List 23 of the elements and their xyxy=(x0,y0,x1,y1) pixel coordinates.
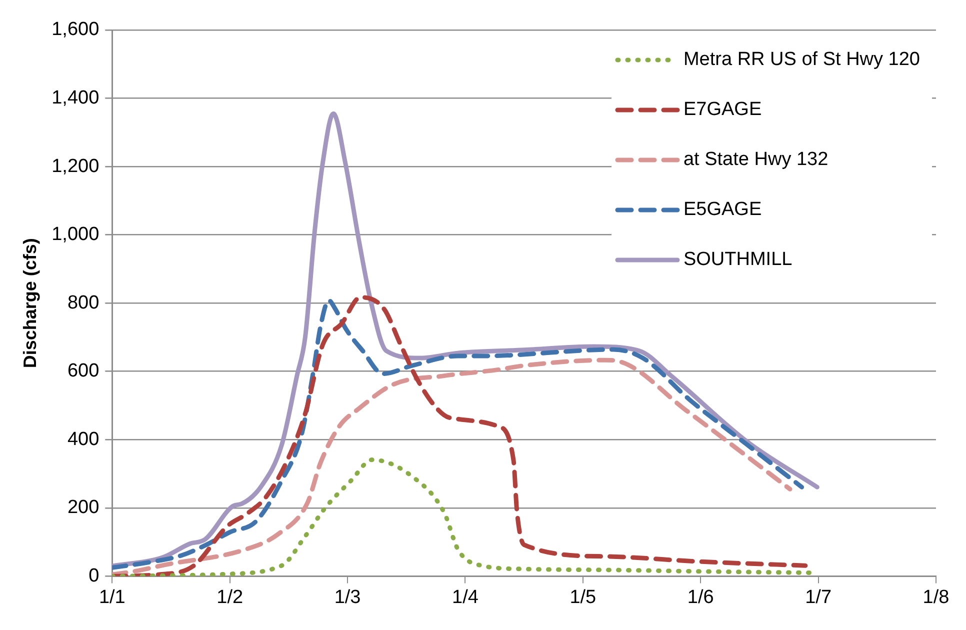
legend-label: at State Hwy 132 xyxy=(683,149,828,170)
y-tick-label: 1,400 xyxy=(52,88,100,109)
y-tick-label: 1,600 xyxy=(52,19,100,40)
y-axis-title: Discharge (cfs) xyxy=(20,238,40,368)
legend-label: Metra RR US of St Hwy 120 xyxy=(683,49,920,70)
y-tick-label: 1,000 xyxy=(52,224,100,246)
x-tick-label: 1/2 xyxy=(216,586,244,608)
legend-label: E5GAGE xyxy=(683,199,762,220)
y-tick-label: 0 xyxy=(88,565,100,586)
x-tick-label: 1/7 xyxy=(805,586,832,608)
x-tick-label: 1/8 xyxy=(922,586,950,608)
y-tick-label: 1,200 xyxy=(52,156,100,177)
x-tick-label: 1/5 xyxy=(570,586,596,608)
x-tick-label: 1/4 xyxy=(452,586,479,608)
legend-label: E7GAGE xyxy=(683,99,762,120)
y-tick-label: 800 xyxy=(67,292,100,314)
x-tick-label: 1/1 xyxy=(98,586,126,608)
x-tick-label: 1/3 xyxy=(334,586,361,608)
y-tick-label: 400 xyxy=(67,428,100,450)
x-tick-label: 1/6 xyxy=(687,586,714,608)
legend-label: SOUTHMILL xyxy=(683,249,792,270)
y-tick-label: 200 xyxy=(67,497,100,518)
y-tick-label: 600 xyxy=(67,360,100,382)
